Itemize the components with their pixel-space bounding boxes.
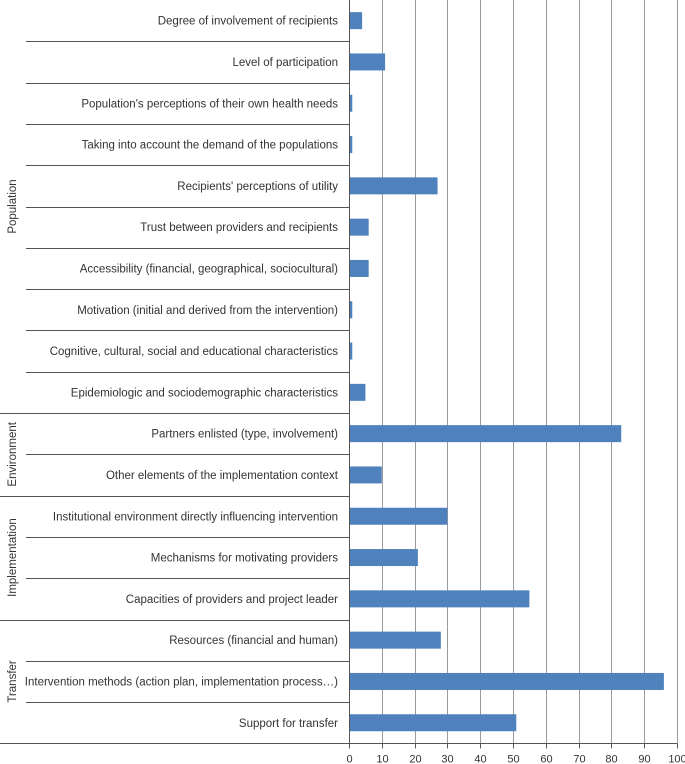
bar — [349, 177, 438, 195]
bar — [349, 301, 353, 319]
category-label: Accessibility (financial, geographical, … — [80, 263, 338, 275]
category-label: Population's perceptions of their own he… — [81, 98, 338, 110]
bar — [349, 53, 386, 71]
x-tick-label: 100 — [668, 753, 685, 764]
bar — [349, 631, 441, 649]
x-tick-label: 0 — [346, 753, 352, 764]
bar — [349, 507, 448, 525]
x-tick-label: 50 — [507, 753, 519, 764]
x-tick-label: 10 — [376, 753, 388, 764]
x-tick-label: 40 — [474, 753, 486, 764]
bars — [349, 12, 664, 732]
category-label: Taking into account the demand of the po… — [82, 140, 339, 152]
category-label: Recipients' perceptions of utility — [177, 181, 338, 193]
x-tick-label: 60 — [540, 753, 552, 764]
category-table-lines — [0, 0, 677, 749]
bar — [349, 259, 369, 277]
bar — [349, 136, 353, 154]
gridlines — [349, 0, 678, 744]
category-label: Trust between providers and recipients — [140, 222, 338, 234]
bar — [349, 549, 418, 567]
category-label: Epidemiologic and sociodemographic chara… — [71, 387, 338, 399]
category-label: Degree of involvement of recipients — [158, 16, 339, 28]
group-label: Transfer — [7, 660, 19, 703]
category-label: Level of participation — [233, 57, 338, 69]
group-label: Implementation — [7, 518, 19, 597]
category-label: Partners enlisted (type, involvement) — [151, 429, 338, 441]
category-label: Intervention methods (action plan, imple… — [25, 676, 338, 688]
category-label: Institutional environment directly influ… — [53, 511, 338, 523]
category-label: Capacities of providers and project lead… — [126, 594, 338, 606]
category-label: Other elements of the implementation con… — [106, 470, 339, 482]
category-label: Cognitive, cultural, social and educatio… — [50, 346, 339, 358]
category-label: Motivation (initial and derived from the… — [77, 305, 338, 317]
x-tick-label: 20 — [409, 753, 421, 764]
category-label: Support for transfer — [239, 718, 338, 730]
category-label: Resources (financial and human) — [169, 635, 338, 647]
bar — [349, 94, 353, 112]
category-label: Mechanisms for motivating providers — [151, 553, 339, 565]
x-tick-label: 90 — [638, 753, 650, 764]
bar — [349, 590, 530, 608]
bar — [349, 12, 363, 30]
bar — [349, 383, 366, 401]
bar — [349, 714, 517, 732]
bar — [349, 466, 382, 484]
x-tick-label: 30 — [441, 753, 453, 764]
x-axis-ticks: 0 10 20 30 40 50 60 70 80 90 100 — [346, 743, 685, 764]
bar — [349, 672, 664, 690]
bar — [349, 342, 353, 360]
category-labels: Degree of involvement of recipients Level… — [25, 16, 339, 730]
x-tick-label: 80 — [605, 753, 617, 764]
group-label: Environment — [7, 421, 19, 486]
group-label: Population — [7, 179, 19, 233]
group-labels: Population Environment Implementation Trans… — [7, 179, 19, 702]
bar — [349, 218, 369, 236]
bar — [349, 425, 622, 443]
x-tick-label: 70 — [573, 753, 585, 764]
